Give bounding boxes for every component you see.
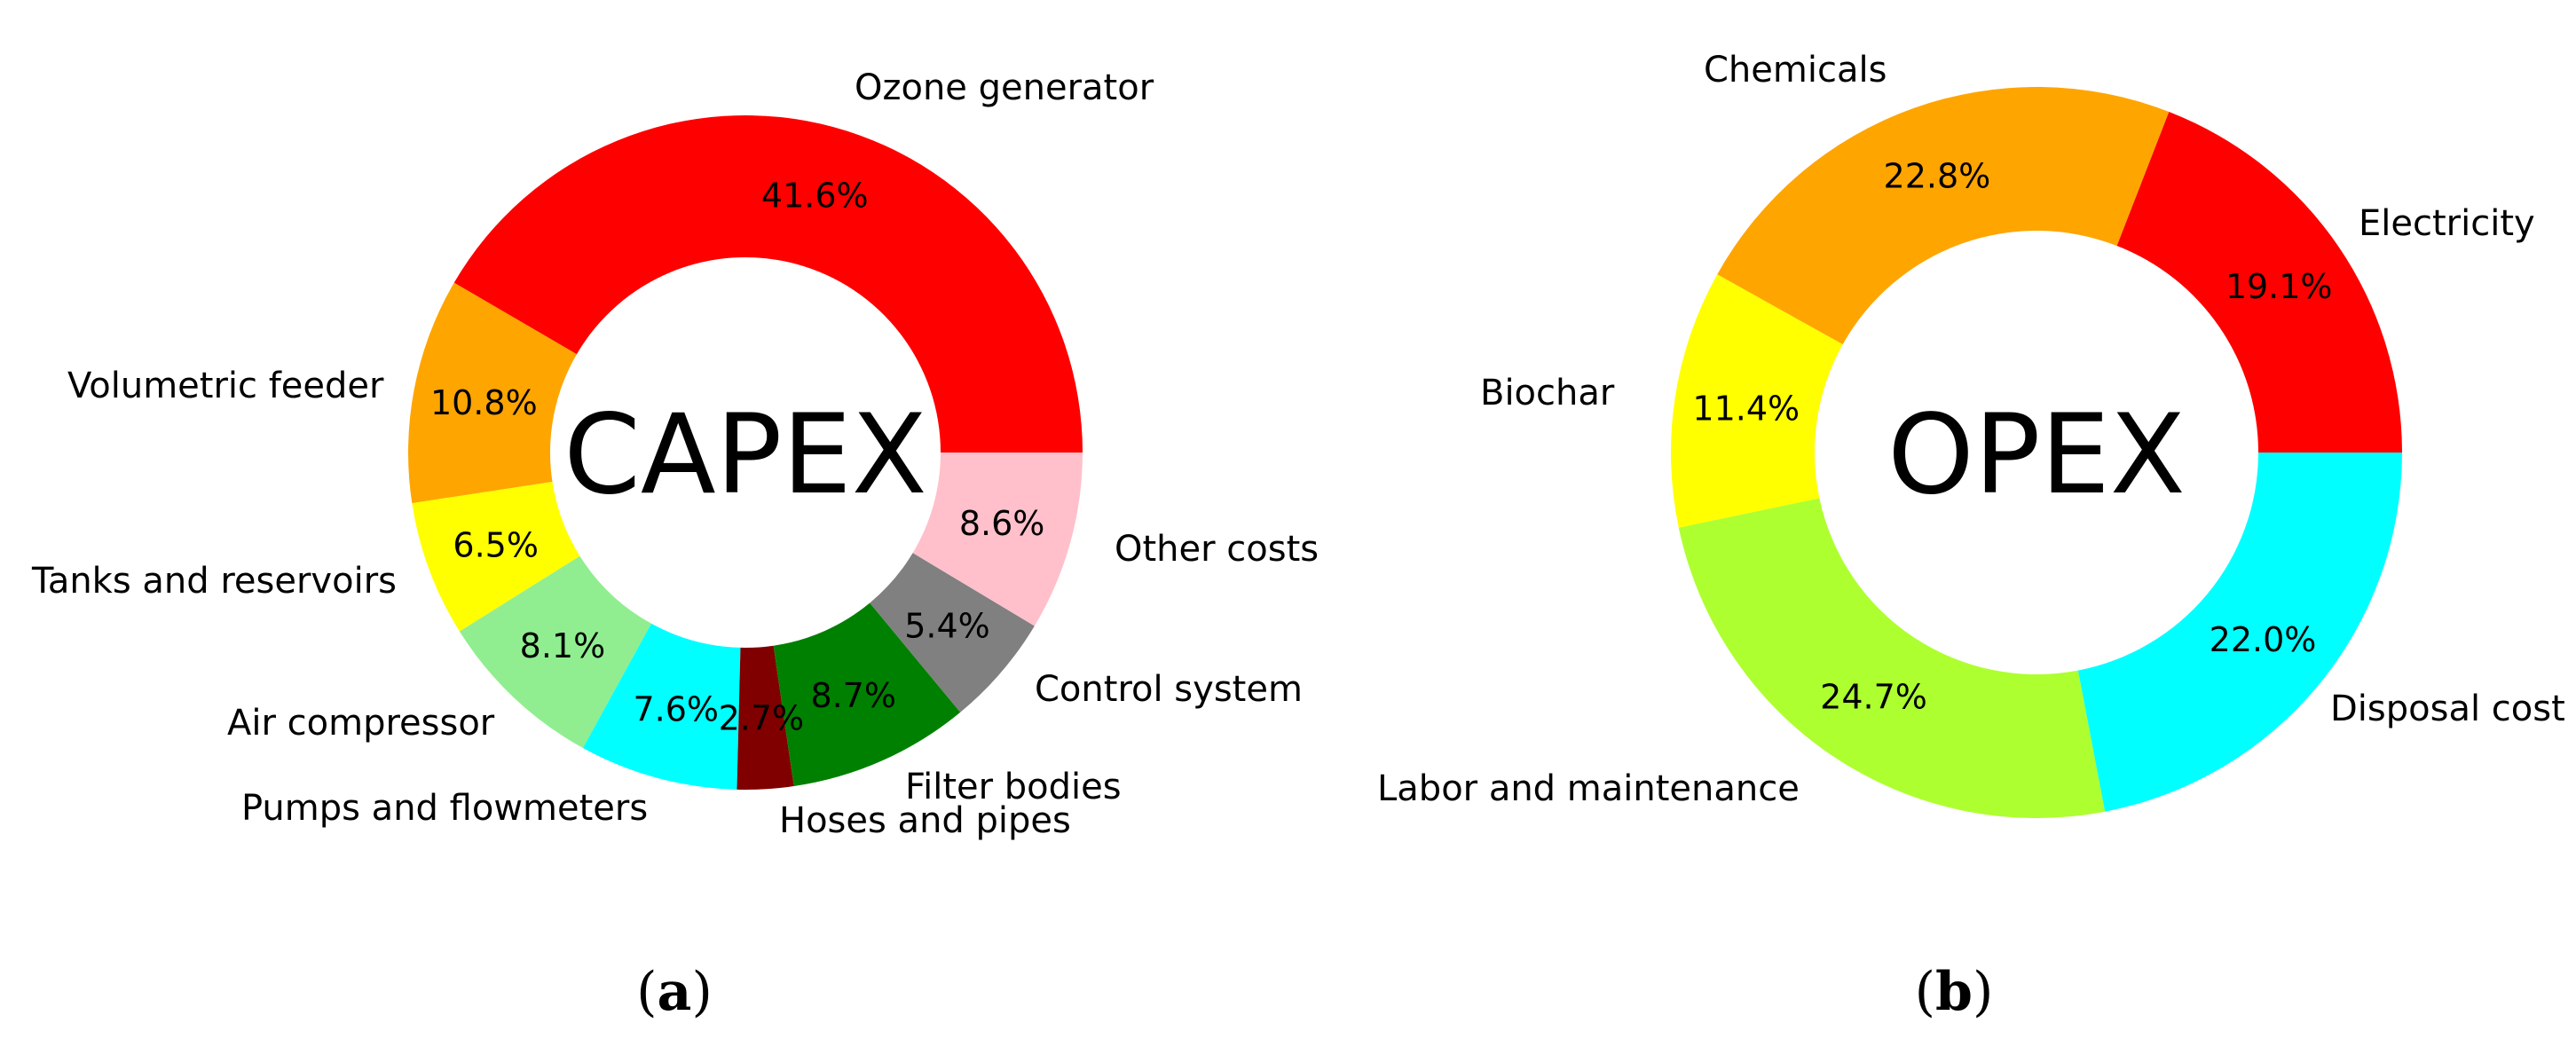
opex-label-labor-and-maintenance: Labor and maintenance — [1377, 768, 1800, 809]
capex-pct-ozone-generator: 41.6% — [761, 176, 869, 215]
capex-pct-other-costs: 8.6% — [959, 504, 1045, 543]
capex-label-air-compressor: Air compressor — [227, 703, 495, 744]
capex-pct-volumetric-feeder: 10.8% — [430, 383, 538, 422]
capex-pct-air-compressor: 8.1% — [520, 626, 606, 665]
opex-label-biochar: Biochar — [1480, 373, 1615, 413]
capex-label-other-costs: Other costs — [1115, 529, 1319, 570]
opex-label-disposal-cost: Disposal cost — [2330, 689, 2565, 729]
capex-pct-hoses-and-pipes: 2.7% — [719, 698, 805, 737]
capex-slice-pumps-and-flowmeters — [582, 623, 741, 790]
opex-slice-disposal-cost — [2077, 453, 2402, 812]
panel-label-a: (a) — [636, 961, 713, 1023]
capex-pct-filter-bodies: 8.7% — [810, 676, 896, 715]
opex-label-electricity: Electricity — [2359, 203, 2535, 244]
opex-pct-biochar: 11.4% — [1692, 389, 1800, 428]
capex-pct-pumps-and-flowmeters: 7.6% — [633, 690, 719, 729]
opex-slice-labor-and-maintenance — [1678, 498, 2106, 819]
capex-label-pumps-and-flowmeters: Pumps and flowmeters — [241, 788, 648, 829]
opex-donut-chart: 19.1% 22.8% 11.4% 24.7% 22.0% Electricity Che… — [1377, 50, 2565, 1023]
capex-slice-hoses-and-pipes — [737, 645, 794, 790]
capex-label-control-system: Control system — [1035, 669, 1303, 710]
capex-category-labels: Ozone generator Volumetric feeder Tanks an… — [31, 67, 1319, 841]
opex-label-chemicals: Chemicals — [1704, 50, 1887, 91]
capex-label-hoses-and-pipes: Hoses and pipes — [779, 800, 1071, 841]
capex-slice-other-costs — [912, 453, 1083, 626]
opex-pct-electricity: 19.1% — [2225, 267, 2333, 306]
capex-slice-ozone-generator — [453, 114, 1083, 453]
capex-label-tanks-and-reservoirs: Tanks and reservoirs — [31, 561, 397, 602]
capex-pct-control-system: 5.4% — [904, 607, 990, 646]
panel-label-b: (b) — [1915, 961, 1994, 1023]
opex-pct-disposal-cost: 22.0% — [2210, 620, 2317, 659]
capex-pct-tanks-and-reservoirs: 6.5% — [453, 525, 539, 564]
opex-pct-chemicals: 22.8% — [1884, 157, 1991, 196]
opex-category-labels: Electricity Chemicals Biochar Labor and mai… — [1377, 50, 2565, 809]
opex-slices — [1670, 86, 2402, 819]
capex-slice-tanks-and-reservoirs — [412, 482, 580, 632]
capex-slice-volumetric-feeder — [408, 282, 577, 504]
capex-label-filter-bodies: Filter bodies — [905, 767, 1122, 807]
capex-slices — [408, 114, 1083, 790]
capex-center-label: CAPEX — [563, 391, 926, 519]
opex-slice-biochar — [1670, 274, 1843, 528]
opex-center-label: OPEX — [1887, 391, 2186, 519]
capex-label-volumetric-feeder: Volumetric feeder — [67, 366, 384, 406]
capex-slice-air-compressor — [459, 555, 652, 748]
opex-percent-labels: 19.1% 22.8% 11.4% 24.7% 22.0% — [1692, 157, 2332, 717]
opex-slice-chemicals — [1717, 86, 2170, 345]
opex-slice-electricity — [2116, 111, 2402, 453]
capex-slice-filter-bodies — [773, 602, 961, 787]
opex-pct-labor-and-maintenance: 24.7% — [1820, 678, 1927, 717]
capex-donut-chart: 41.6% 10.8% 6.5% 8.1% 7.6% 2.7%8.7%5.4% 8.6% O… — [31, 67, 1319, 1023]
capex-percent-labels: 41.6% 10.8% 6.5% 8.1% 7.6% 2.7%8.7%5.4% 8.6% — [430, 176, 1044, 737]
capex-label-ozone-generator: Ozone generator — [855, 67, 1154, 108]
capex-slice-control-system — [870, 553, 1035, 712]
